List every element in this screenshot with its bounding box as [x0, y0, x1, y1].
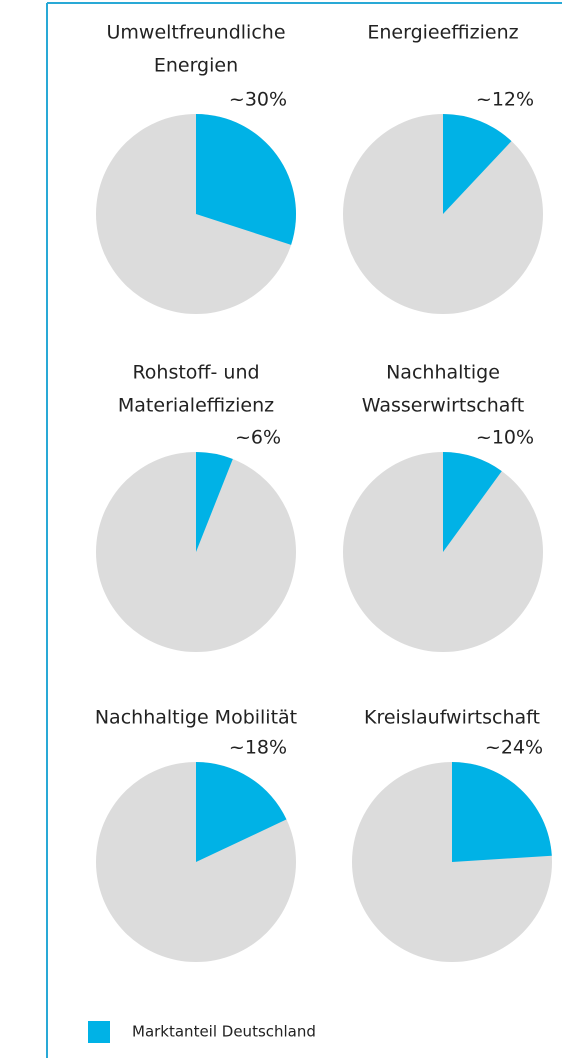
chart-title: Energien — [154, 55, 238, 77]
chart-title: Rohstoff- und — [132, 362, 259, 384]
legend-swatch — [88, 1021, 110, 1043]
chart-title: Nachhaltige — [386, 362, 500, 384]
chart-title: Energieeffizienz — [367, 22, 518, 44]
legend-text: Marktanteil Deutschland — [132, 1023, 316, 1041]
value-label: ~12% — [476, 89, 534, 111]
value-label: ~6% — [235, 427, 281, 449]
pie-slice — [443, 114, 512, 214]
chart-title: Umweltfreundliche — [106, 22, 285, 44]
value-label: ~18% — [229, 737, 287, 759]
pie-slice — [196, 114, 296, 245]
pie-slice — [452, 762, 552, 862]
pie-slice — [443, 452, 502, 552]
pie-slice — [196, 762, 287, 862]
pie-slice — [196, 452, 233, 552]
value-label: ~10% — [476, 427, 534, 449]
chart-title: Wasserwirtschaft — [362, 395, 524, 417]
chart-title: Nachhaltige Mobilität — [95, 707, 297, 729]
chart-title: Kreislaufwirtschaft — [364, 707, 540, 729]
chart-title: Materialeffizienz — [118, 395, 274, 417]
value-label: ~30% — [229, 89, 287, 111]
value-label: ~24% — [485, 737, 543, 759]
